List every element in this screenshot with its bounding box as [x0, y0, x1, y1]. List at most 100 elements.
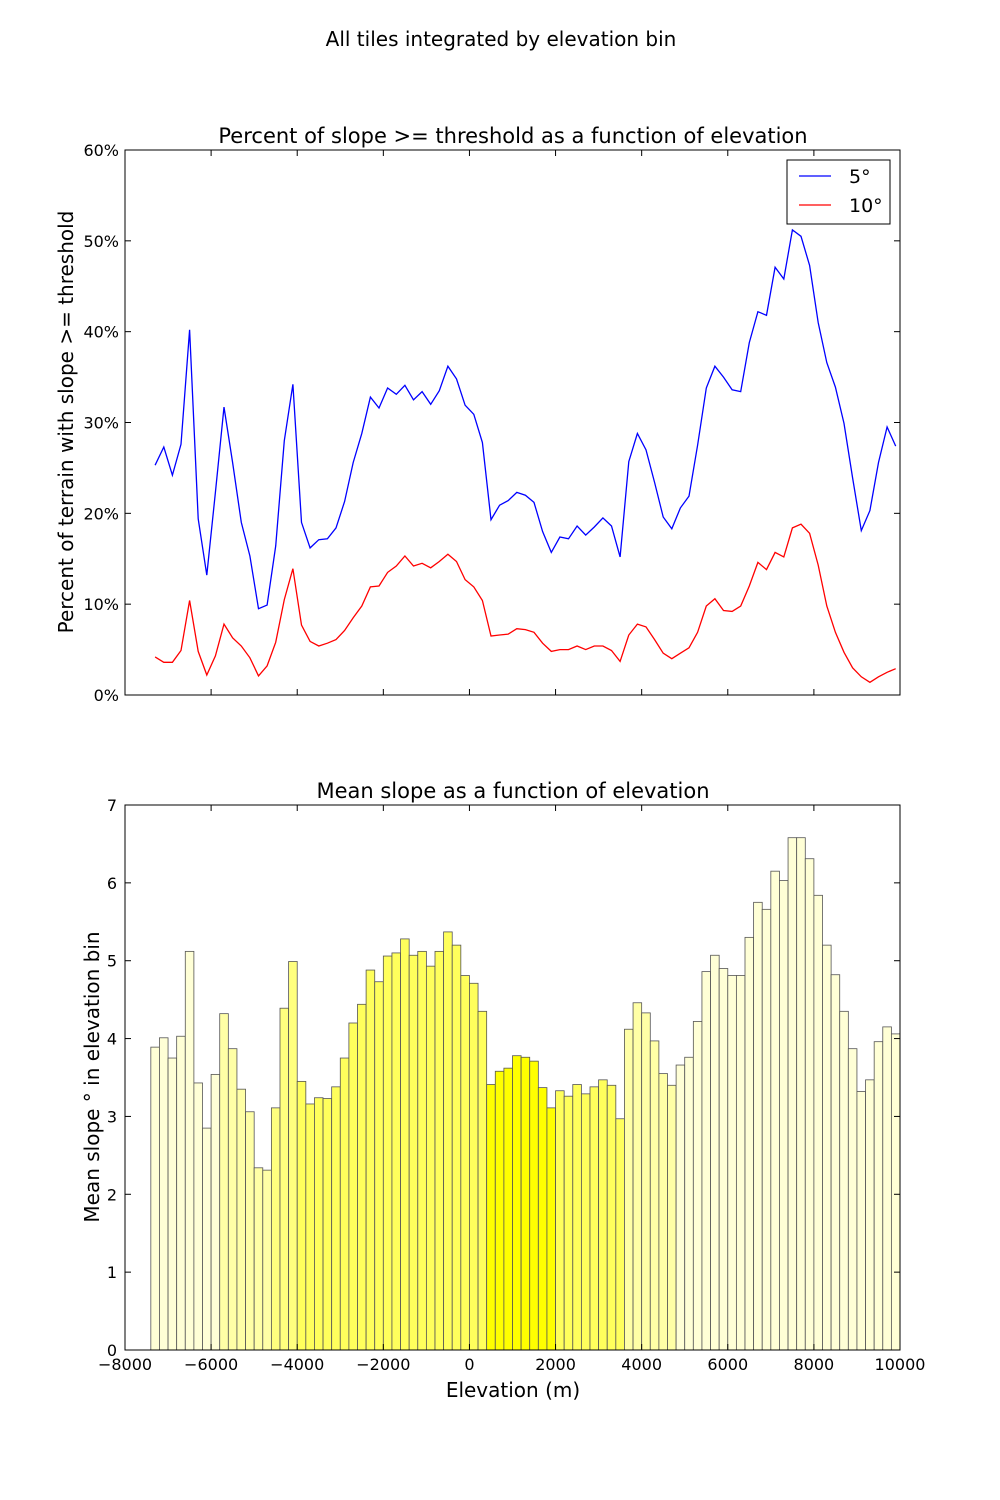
- bottom-chart-plot-area: 0 1 2 3 4 5 6 7 −8000 −6000 −4000 −2000 0 2000 4000 600…: [98, 796, 926, 1374]
- top-ytick-label: 20%: [83, 504, 119, 523]
- top-ytick-label: 40%: [83, 323, 119, 342]
- histogram-bar: [727, 975, 737, 1351]
- histogram-bar: [761, 908, 772, 1351]
- histogram-bar: [830, 974, 841, 1351]
- histogram-bar: [520, 1056, 531, 1351]
- histogram-bar: [494, 1070, 505, 1351]
- histogram-bar: [667, 1084, 677, 1351]
- histogram-bar: [537, 1087, 548, 1351]
- histogram-bar: [348, 1022, 358, 1351]
- histogram-bar: [270, 1107, 281, 1351]
- histogram-bar: [314, 1097, 324, 1351]
- histogram-bar: [227, 1048, 238, 1351]
- histogram-bar: [150, 1046, 160, 1351]
- histogram-bar: [796, 837, 806, 1351]
- histogram-bar: [606, 1084, 617, 1351]
- bottom-xtick-label: −2000: [356, 1355, 410, 1374]
- series-line-10deg: [154, 523, 896, 684]
- histogram-bar: [692, 1021, 703, 1351]
- histogram-bar: [391, 952, 401, 1351]
- histogram-bar: [813, 894, 823, 1351]
- bottom-bar-chart: Mean slope as a function of elevation 0 1…: [80, 779, 925, 1402]
- histogram-bar: [443, 931, 453, 1351]
- bottom-chart-xlabel: Elevation (m): [446, 1378, 580, 1402]
- bottom-ytick-label: 6: [107, 874, 117, 893]
- bottom-ytick-label: 2: [107, 1185, 117, 1204]
- histogram-bar: [555, 1090, 565, 1351]
- histogram-bar: [408, 954, 419, 1351]
- figure-suptitle: All tiles integrated by elevation bin: [326, 27, 677, 51]
- histogram-bar: [193, 1082, 203, 1351]
- histogram-bar: [598, 1079, 608, 1351]
- histogram-bar: [365, 969, 376, 1351]
- histogram-bar: [382, 955, 393, 1351]
- histogram-bar: [822, 944, 832, 1351]
- histogram-bar: [210, 1073, 221, 1351]
- histogram-bar: [787, 837, 798, 1351]
- bottom-xtick-label: −6000: [184, 1355, 238, 1374]
- histogram-bar: [202, 1127, 212, 1351]
- histogram-bar: [288, 961, 298, 1351]
- legend-label-5deg: 5°: [849, 166, 871, 188]
- histogram-bar: [804, 858, 815, 1351]
- bottom-ytick-label: 3: [107, 1107, 117, 1126]
- histogram-bar: [572, 1084, 582, 1351]
- histogram-bar: [589, 1086, 600, 1351]
- histogram-bar: [296, 1080, 307, 1351]
- top-chart-frame: [124, 149, 901, 696]
- histogram-bar: [477, 1010, 488, 1351]
- histogram-bar: [236, 1088, 246, 1351]
- histogram-bar: [322, 1098, 333, 1351]
- histogram-bar: [279, 1007, 290, 1351]
- histogram-bar: [451, 944, 462, 1351]
- histogram-bar: [839, 1010, 849, 1351]
- histogram-bar: [632, 1002, 643, 1351]
- bottom-xtick-label: 0: [464, 1355, 474, 1374]
- histogram-bar: [305, 1103, 315, 1351]
- series-line-5deg: [154, 228, 897, 610]
- histogram-bar: [563, 1095, 574, 1351]
- histogram-bar: [865, 1079, 875, 1351]
- bottom-xtick-label: 2000: [535, 1355, 576, 1374]
- top-ytick-label: 50%: [83, 232, 119, 251]
- top-chart-legend: 5° 10°: [786, 159, 891, 225]
- histogram-bar: [512, 1055, 522, 1351]
- top-chart-ylabel: Percent of terrain with slope >= thresho…: [54, 211, 78, 634]
- histogram-bar: [219, 1013, 229, 1351]
- histogram-bar: [649, 1040, 660, 1351]
- top-ytick-label: 60%: [83, 141, 119, 160]
- bottom-chart-title: Mean slope as a function of elevation: [316, 779, 709, 803]
- histogram-bar: [176, 1035, 186, 1351]
- histogram-bar: [331, 1086, 341, 1351]
- histogram-bar: [546, 1107, 556, 1351]
- histogram-bar: [245, 1111, 255, 1351]
- bottom-xtick-label: 8000: [794, 1355, 835, 1374]
- top-ytick-label: 0%: [94, 686, 119, 705]
- histogram-bar: [184, 950, 195, 1351]
- histogram-bar: [425, 965, 436, 1351]
- histogram-bar: [779, 880, 789, 1351]
- bottom-xtick-label: −8000: [98, 1355, 152, 1374]
- histogram-bar: [159, 1037, 169, 1351]
- histogram-bar: [684, 1056, 694, 1351]
- top-line-chart: Percent of slope >= threshold as a funct…: [54, 124, 901, 705]
- bottom-xtick-label: 6000: [707, 1355, 748, 1374]
- histogram-bar: [701, 971, 711, 1351]
- histogram-bar: [753, 901, 763, 1351]
- bottom-chart-ylabel: Mean slope ° in elevation bin: [80, 931, 104, 1222]
- histogram-bar: [718, 968, 729, 1351]
- histogram-bar: [710, 954, 720, 1351]
- histogram-bar: [873, 1041, 884, 1351]
- legend-label-10deg: 10°: [849, 195, 883, 217]
- histogram-bar: [735, 975, 746, 1351]
- top-chart-plot-area: 0% 10% 20% 30% 40% 50% 60%: [83, 141, 901, 705]
- histogram-bar: [529, 1060, 539, 1351]
- histogram-bar: [374, 981, 384, 1351]
- bottom-ytick-label: 4: [107, 1030, 117, 1049]
- bottom-ytick-label: 1: [107, 1263, 117, 1282]
- histogram-bar: [847, 1048, 858, 1351]
- legend-box: [786, 159, 891, 225]
- top-ytick-label: 10%: [83, 595, 119, 614]
- histogram-bar: [744, 936, 755, 1351]
